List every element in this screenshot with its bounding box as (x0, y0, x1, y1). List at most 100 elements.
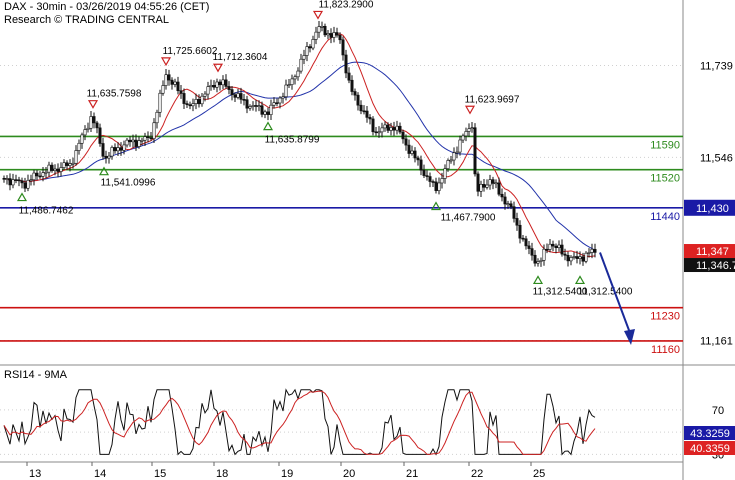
candle-body (314, 31, 318, 40)
candle-body (344, 54, 348, 74)
low-marker (262, 121, 274, 131)
candle-body (353, 91, 357, 96)
candle-body (92, 116, 96, 124)
candle-body (146, 136, 150, 138)
high-marker (87, 100, 99, 109)
grid (0, 65, 683, 341)
rsi-line (3, 388, 596, 456)
candle-body (530, 248, 534, 256)
candle-body (494, 182, 498, 185)
candle-body (17, 179, 21, 182)
x-tick-label: 21 (406, 468, 418, 480)
annotations: 11,486.7462 11,541.0996 11,635.7598 11,725.… (16, 0, 633, 297)
level-label: 11230 (650, 311, 680, 323)
rsi-value-tag-bg (684, 426, 735, 440)
candle-body (20, 180, 24, 184)
candle-body (413, 150, 417, 159)
candle-body (446, 160, 450, 169)
candle-body (194, 99, 198, 104)
high-label: 11,623.9697 (465, 94, 520, 105)
axes-labels: 13 14 15 18 19 20 21 22 25 11,739 11,546 11,161 11,3… (26, 61, 735, 480)
candle-body (374, 131, 378, 134)
candle-body (587, 252, 591, 254)
candle-body (506, 203, 510, 206)
candle-body (101, 143, 105, 157)
candle-body (419, 159, 423, 171)
candle-body (362, 110, 366, 113)
candle-body (182, 93, 186, 104)
candle-body (449, 159, 453, 162)
x-tick-label: 20 (343, 468, 355, 480)
high-marker (464, 105, 476, 115)
candle-body (83, 129, 87, 136)
candle-body (104, 155, 108, 159)
candle-body (404, 138, 408, 146)
y-tick-label: 11,161 (700, 335, 733, 347)
candle-body (212, 84, 216, 88)
candle-body (557, 244, 561, 249)
candle-body (491, 179, 495, 184)
high-marker (312, 10, 324, 20)
candle-body (80, 134, 84, 144)
candle-body (431, 181, 435, 183)
candle-body (317, 26, 321, 33)
candle-body (218, 81, 222, 86)
candle-body (584, 252, 588, 262)
candle-body (539, 259, 543, 262)
candle-body (287, 84, 291, 86)
candle-body (125, 139, 129, 146)
candle-body (518, 224, 522, 239)
forecast-arrow (599, 252, 635, 345)
candle-body (32, 172, 36, 181)
arrow-shaft (599, 252, 631, 334)
candle-body (272, 102, 276, 106)
candle-body (59, 167, 63, 172)
candle-body (245, 99, 249, 109)
candle-body (134, 139, 138, 147)
rsi-label: RSI14 - 9MA (4, 369, 68, 381)
candle-body (527, 245, 531, 249)
candle-body (14, 179, 18, 181)
candle-body (500, 193, 504, 198)
candle-body (398, 125, 402, 133)
candle-body (482, 183, 486, 188)
candle-body (62, 162, 66, 168)
x-tick-label: 22 (471, 468, 483, 480)
candle-body (164, 74, 168, 86)
candles (2, 20, 597, 267)
candle-body (8, 178, 12, 186)
candle-body (113, 147, 117, 152)
candle-body (89, 116, 93, 129)
candle-body (185, 103, 189, 105)
candle-body (38, 175, 42, 178)
candle-body (338, 34, 342, 41)
x-tick-label: 25 (533, 468, 545, 480)
price-tag-bg (684, 258, 735, 273)
low-label: 11,312.5400 (578, 286, 633, 297)
candle-body (143, 136, 147, 141)
candle-body (290, 78, 294, 85)
price-tag: 11,346.7 (696, 260, 735, 272)
low-marker (430, 201, 442, 211)
candle-body (191, 103, 195, 107)
low-label: 11,541.0996 (101, 178, 156, 189)
candle-body (572, 256, 576, 258)
candle-body (329, 33, 333, 38)
candle-body (41, 172, 45, 177)
candle-body (65, 162, 69, 166)
low-marker (16, 192, 28, 202)
level-label: 11440 (650, 211, 680, 223)
candle-body (50, 164, 54, 171)
research-credit: Research © TRADING CENTRAL (4, 14, 169, 26)
price-tag-bg (684, 244, 735, 259)
candle-body (467, 128, 471, 132)
low-label: 11,312.5400 (533, 286, 588, 297)
candle-body (578, 256, 582, 259)
candle-body (107, 155, 111, 159)
candle-body (200, 95, 204, 105)
candle-body (284, 84, 288, 98)
candle-body (149, 137, 153, 139)
candle-body (281, 96, 285, 99)
